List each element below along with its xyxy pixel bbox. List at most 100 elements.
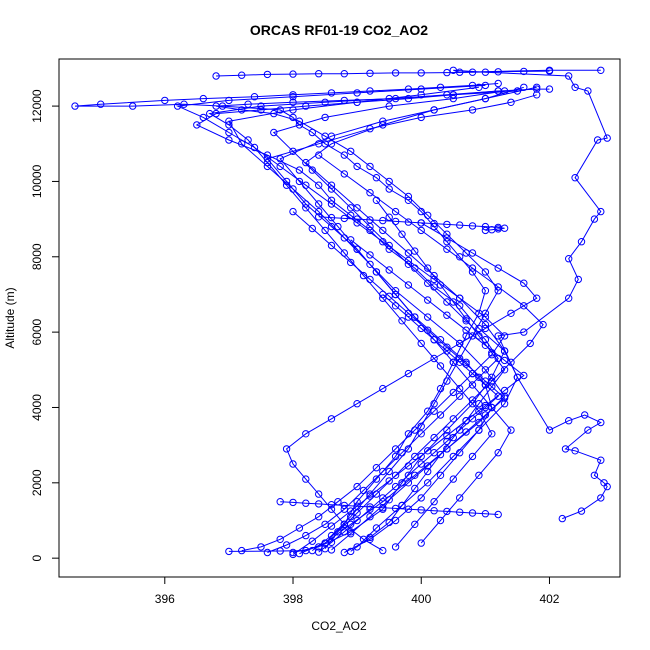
data-point — [494, 449, 502, 457]
data-point — [315, 151, 323, 159]
data-point — [353, 400, 361, 408]
data-point — [315, 140, 323, 148]
data-point — [494, 79, 502, 88]
data-point — [417, 113, 425, 122]
data-point — [475, 471, 483, 479]
data-point — [225, 136, 233, 144]
data-point — [436, 83, 445, 92]
data-point — [481, 403, 490, 412]
data-point — [308, 224, 316, 233]
data-point — [263, 548, 272, 557]
data-point — [244, 136, 252, 144]
data-point — [500, 366, 509, 374]
series-line-0 — [453, 69, 608, 520]
data-point — [353, 98, 361, 107]
data-point — [391, 207, 400, 216]
data-point — [507, 426, 515, 434]
data-point — [327, 213, 336, 222]
data-point — [597, 66, 605, 75]
data-point — [244, 100, 252, 108]
data-point — [443, 68, 451, 77]
data-point — [263, 158, 272, 167]
data-point — [577, 238, 586, 246]
data-point — [593, 136, 602, 144]
series-line-17 — [318, 216, 505, 231]
data-point — [282, 445, 291, 453]
data-point — [385, 477, 393, 485]
data-point — [449, 415, 457, 423]
y-tick-label: 10000 — [30, 164, 44, 198]
data-point — [494, 264, 502, 272]
data-point — [321, 98, 329, 107]
data-point — [391, 482, 400, 491]
data-point — [417, 69, 425, 77]
data-point — [327, 522, 336, 530]
data-point — [391, 543, 400, 551]
data-point — [481, 81, 490, 90]
data-point — [315, 490, 323, 498]
data-point — [404, 369, 413, 378]
x-tick-label: 396 — [155, 592, 175, 606]
data-point — [359, 486, 368, 495]
data-point — [443, 426, 451, 434]
data-point — [404, 192, 413, 201]
data-point — [238, 71, 246, 79]
data-point — [238, 106, 246, 114]
data-point — [372, 268, 381, 276]
data-point — [590, 215, 599, 223]
series-line-7 — [285, 222, 538, 552]
data-point — [417, 339, 425, 348]
data-point — [372, 174, 381, 182]
data-point — [353, 502, 361, 510]
data-point — [404, 471, 413, 479]
data-point — [327, 538, 336, 546]
data-point — [500, 347, 509, 355]
data-point — [500, 400, 509, 408]
data-point — [289, 460, 297, 468]
data-point — [507, 98, 515, 107]
data-point — [366, 69, 374, 78]
data-point — [366, 87, 374, 95]
data-point — [276, 162, 284, 171]
data-point — [359, 271, 368, 280]
data-point — [404, 85, 413, 93]
data-point — [295, 117, 304, 125]
data-point — [404, 218, 413, 226]
data-point — [443, 437, 451, 446]
data-point — [526, 339, 534, 348]
data-point — [71, 102, 79, 110]
data-point — [366, 505, 374, 513]
data-point — [481, 510, 490, 518]
data-point — [481, 381, 490, 389]
data-point — [481, 268, 490, 276]
data-point — [391, 504, 400, 513]
data-point — [404, 249, 413, 257]
data-point — [597, 494, 605, 502]
data-point — [340, 501, 348, 510]
data-point — [353, 219, 361, 227]
x-tick-label: 398 — [283, 592, 303, 606]
data-point — [347, 147, 355, 156]
data-point — [494, 223, 502, 232]
data-point — [565, 294, 573, 302]
data-point — [238, 140, 246, 148]
data-point — [456, 426, 464, 434]
data-point — [533, 83, 541, 92]
y-tick-label: 0 — [30, 555, 44, 562]
data-point — [456, 339, 464, 348]
data-point — [404, 281, 413, 289]
data-point — [385, 241, 393, 250]
data-point — [430, 219, 438, 228]
x-axis-label: CO2_AO2 — [311, 619, 367, 633]
data-point — [340, 505, 348, 513]
data-point — [520, 371, 528, 380]
data-point — [308, 166, 316, 174]
data-point — [584, 426, 592, 434]
data-point — [295, 166, 304, 174]
data-point — [340, 70, 348, 78]
data-point — [443, 445, 451, 453]
data-point — [385, 518, 393, 527]
series-line-16 — [318, 294, 499, 553]
series-line-1 — [74, 83, 499, 552]
data-point — [315, 70, 323, 78]
